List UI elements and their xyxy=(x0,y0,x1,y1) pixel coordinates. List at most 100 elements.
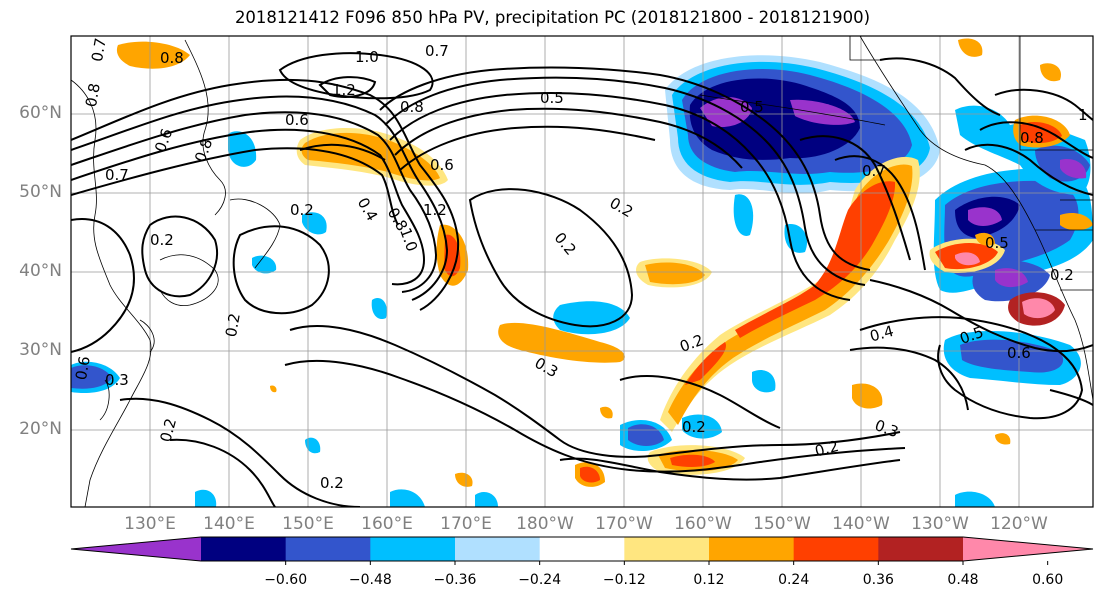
lon-label-130w: 130°W xyxy=(911,514,969,534)
lon-label-170w: 170°W xyxy=(595,514,653,534)
lat-label-50n: 50°N xyxy=(19,182,62,202)
colorbar-segment xyxy=(201,537,287,561)
colorbar-tick-label: 0.48 xyxy=(947,572,979,588)
map-frame xyxy=(70,35,1094,508)
shade-positive-nec-red xyxy=(1020,122,1062,144)
contour-label: 0.6 xyxy=(72,355,94,382)
shade-positive-ne-top2 xyxy=(1040,63,1061,82)
colorbar-segment xyxy=(878,537,964,561)
colorbar-tick-marks xyxy=(285,561,1049,565)
shade-positive-4r xyxy=(580,466,600,483)
shade-positive-band-red xyxy=(735,181,896,338)
pv-contours xyxy=(71,52,1093,507)
shade-positive-se-2 xyxy=(975,232,995,246)
colorbar-segment xyxy=(709,537,795,561)
shade-negative-bottom-2 xyxy=(475,492,498,507)
colorbar-tick-label: −0.60 xyxy=(264,572,308,588)
contour-label: 0.2 xyxy=(1050,266,1074,284)
lon-label-150e: 150°E xyxy=(282,514,334,534)
shade-positive-wc-pink xyxy=(955,252,980,266)
contour-label: 0.2 xyxy=(156,416,180,444)
lat-label-40n: 40°N xyxy=(19,261,62,281)
lat-label-60n: 60°N xyxy=(19,103,62,123)
shade-negative-spot-380 xyxy=(371,298,387,320)
lon-label-150w: 150°W xyxy=(753,514,811,534)
lon-label-140e: 140°E xyxy=(203,514,255,534)
contour-label: 0.2 xyxy=(813,437,841,461)
contour-label: 0.8 xyxy=(1020,129,1044,147)
contour-label: 0.5 xyxy=(540,89,564,107)
shade-negative-center-1 xyxy=(553,301,630,335)
colorbar-tick-label: 0.36 xyxy=(862,572,894,588)
shade-negative-bottom-1 xyxy=(390,489,425,507)
contour-label: 1.2 xyxy=(332,81,356,99)
contour-label: 0.2 xyxy=(682,418,706,436)
colorbar-segment xyxy=(793,537,879,561)
shade-positive-small-272 xyxy=(270,385,277,393)
shade-positive-ne-top xyxy=(958,38,983,57)
colorbar-segments xyxy=(70,536,1094,562)
shade-negative-westcoast-purple xyxy=(968,207,1002,226)
shade-positive-1b xyxy=(645,262,705,285)
colorbar-segment xyxy=(624,537,710,561)
shade-negative-small-1 xyxy=(733,194,754,236)
shade-negative-left-edge-blue xyxy=(71,365,112,389)
shade-positive-5 xyxy=(455,472,473,487)
contour-label: 0.8 xyxy=(82,82,104,109)
shade-positive-midlat-jet-red xyxy=(444,234,461,277)
map-title: 2018121412 F096 850 hPa PV, precipitatio… xyxy=(234,8,871,27)
contour-label: 1 xyxy=(1078,106,1088,124)
shade-negative-sea-spot xyxy=(252,255,277,274)
shade-negative-mid-purple xyxy=(995,268,1028,288)
shade-positive-6 xyxy=(995,433,1011,445)
lon-label-160w: 160°W xyxy=(674,514,732,534)
colorbar-tick-label: −0.36 xyxy=(433,572,477,588)
contour-label: 0.5 xyxy=(740,98,764,116)
coastlines xyxy=(71,36,1093,507)
shade-positive-hawaii-south-r xyxy=(670,454,715,467)
shade-positive-7 xyxy=(600,406,613,419)
lat-label-30n: 30°N xyxy=(19,340,62,360)
colorbar-segment xyxy=(539,537,625,561)
contour-label: 0.7 xyxy=(425,42,449,60)
contour-label: 0.5 xyxy=(985,234,1009,252)
shade-negative-bottom-4 xyxy=(195,489,217,507)
lon-label-160e: 160°E xyxy=(361,514,413,534)
shade-positive-3 xyxy=(852,383,883,409)
colorbar-tick-label: −0.48 xyxy=(348,572,392,588)
contour-label: 0.2 xyxy=(320,474,344,492)
colorbar-tick-label: −0.24 xyxy=(518,572,562,588)
contour-label: 0.2 xyxy=(222,312,244,339)
contour-label: 0.2 xyxy=(150,231,174,249)
shade-negative-ne-corner-purple xyxy=(1060,159,1087,179)
shade-positive-se-1 xyxy=(1060,213,1093,231)
shade-negative-bottom-3 xyxy=(955,491,995,507)
lon-label-170e: 170°E xyxy=(440,514,492,534)
colorbar-tick-label: −0.12 xyxy=(602,572,646,588)
shade-positive-wc2-pink xyxy=(1022,298,1055,319)
contour-label: 0.4 xyxy=(868,322,896,346)
colorbar-segment xyxy=(370,537,456,561)
shade-negative-japan-sea-cyan xyxy=(228,131,257,167)
shade-negative-hawaii-2 xyxy=(682,414,722,439)
colorbar-tick-label: 0.24 xyxy=(778,572,810,588)
contour-label: 1.2 xyxy=(423,201,447,219)
colorbar-tick-label: 0.60 xyxy=(1032,572,1064,588)
shade-positive-kamchatka xyxy=(116,41,190,69)
contour-label: 1.0 xyxy=(355,48,379,66)
lon-label-180w: 180°W xyxy=(516,514,574,534)
contour-label: 0.2 xyxy=(290,201,314,219)
contour-label: 0.3 xyxy=(105,371,129,389)
colorbar-extend-high xyxy=(963,537,1093,561)
lon-label-120w: 120°W xyxy=(990,514,1048,534)
contour-label: 0.8 xyxy=(400,98,424,116)
colorbar-segment xyxy=(285,537,371,561)
shade-positive-2 xyxy=(498,322,625,363)
lon-label-130e: 130°E xyxy=(124,514,176,534)
shade-positive-band-red2 xyxy=(685,342,726,385)
contour-label: 0.6 xyxy=(430,156,454,174)
contour-label: 0.7 xyxy=(862,162,886,180)
contour-label: 0.6 xyxy=(285,111,309,129)
